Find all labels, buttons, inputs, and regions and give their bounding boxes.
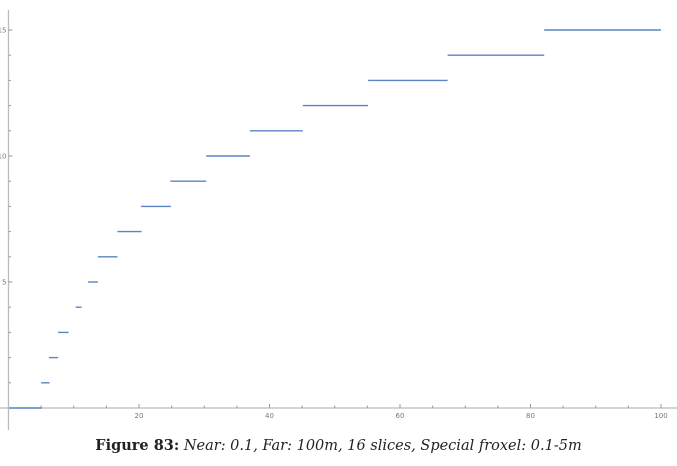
caption-text: Near: 0.1, Far: 100m, 16 slices, Special… [179,438,582,454]
x-tick-label: 100 [654,412,667,420]
axes: 20 40 60 80 100 5 10 15 [0,10,677,430]
plot-marks [9,29,661,409]
x-tick-label: 80 [526,412,535,420]
caption-label: Figure 83: [95,437,180,454]
y-tick-label: 15 [0,27,7,35]
y-tick-label: 10 [0,153,7,161]
y-tick-label: 5 [2,279,6,287]
x-tick-label: 60 [396,412,405,420]
figure-caption: Figure 83: Near: 0.1, Far: 100m, 16 slic… [0,437,677,454]
step-chart: 20 40 60 80 100 5 10 15 [0,10,677,430]
x-tick-label: 20 [135,412,144,420]
x-tick-label: 40 [265,412,274,420]
